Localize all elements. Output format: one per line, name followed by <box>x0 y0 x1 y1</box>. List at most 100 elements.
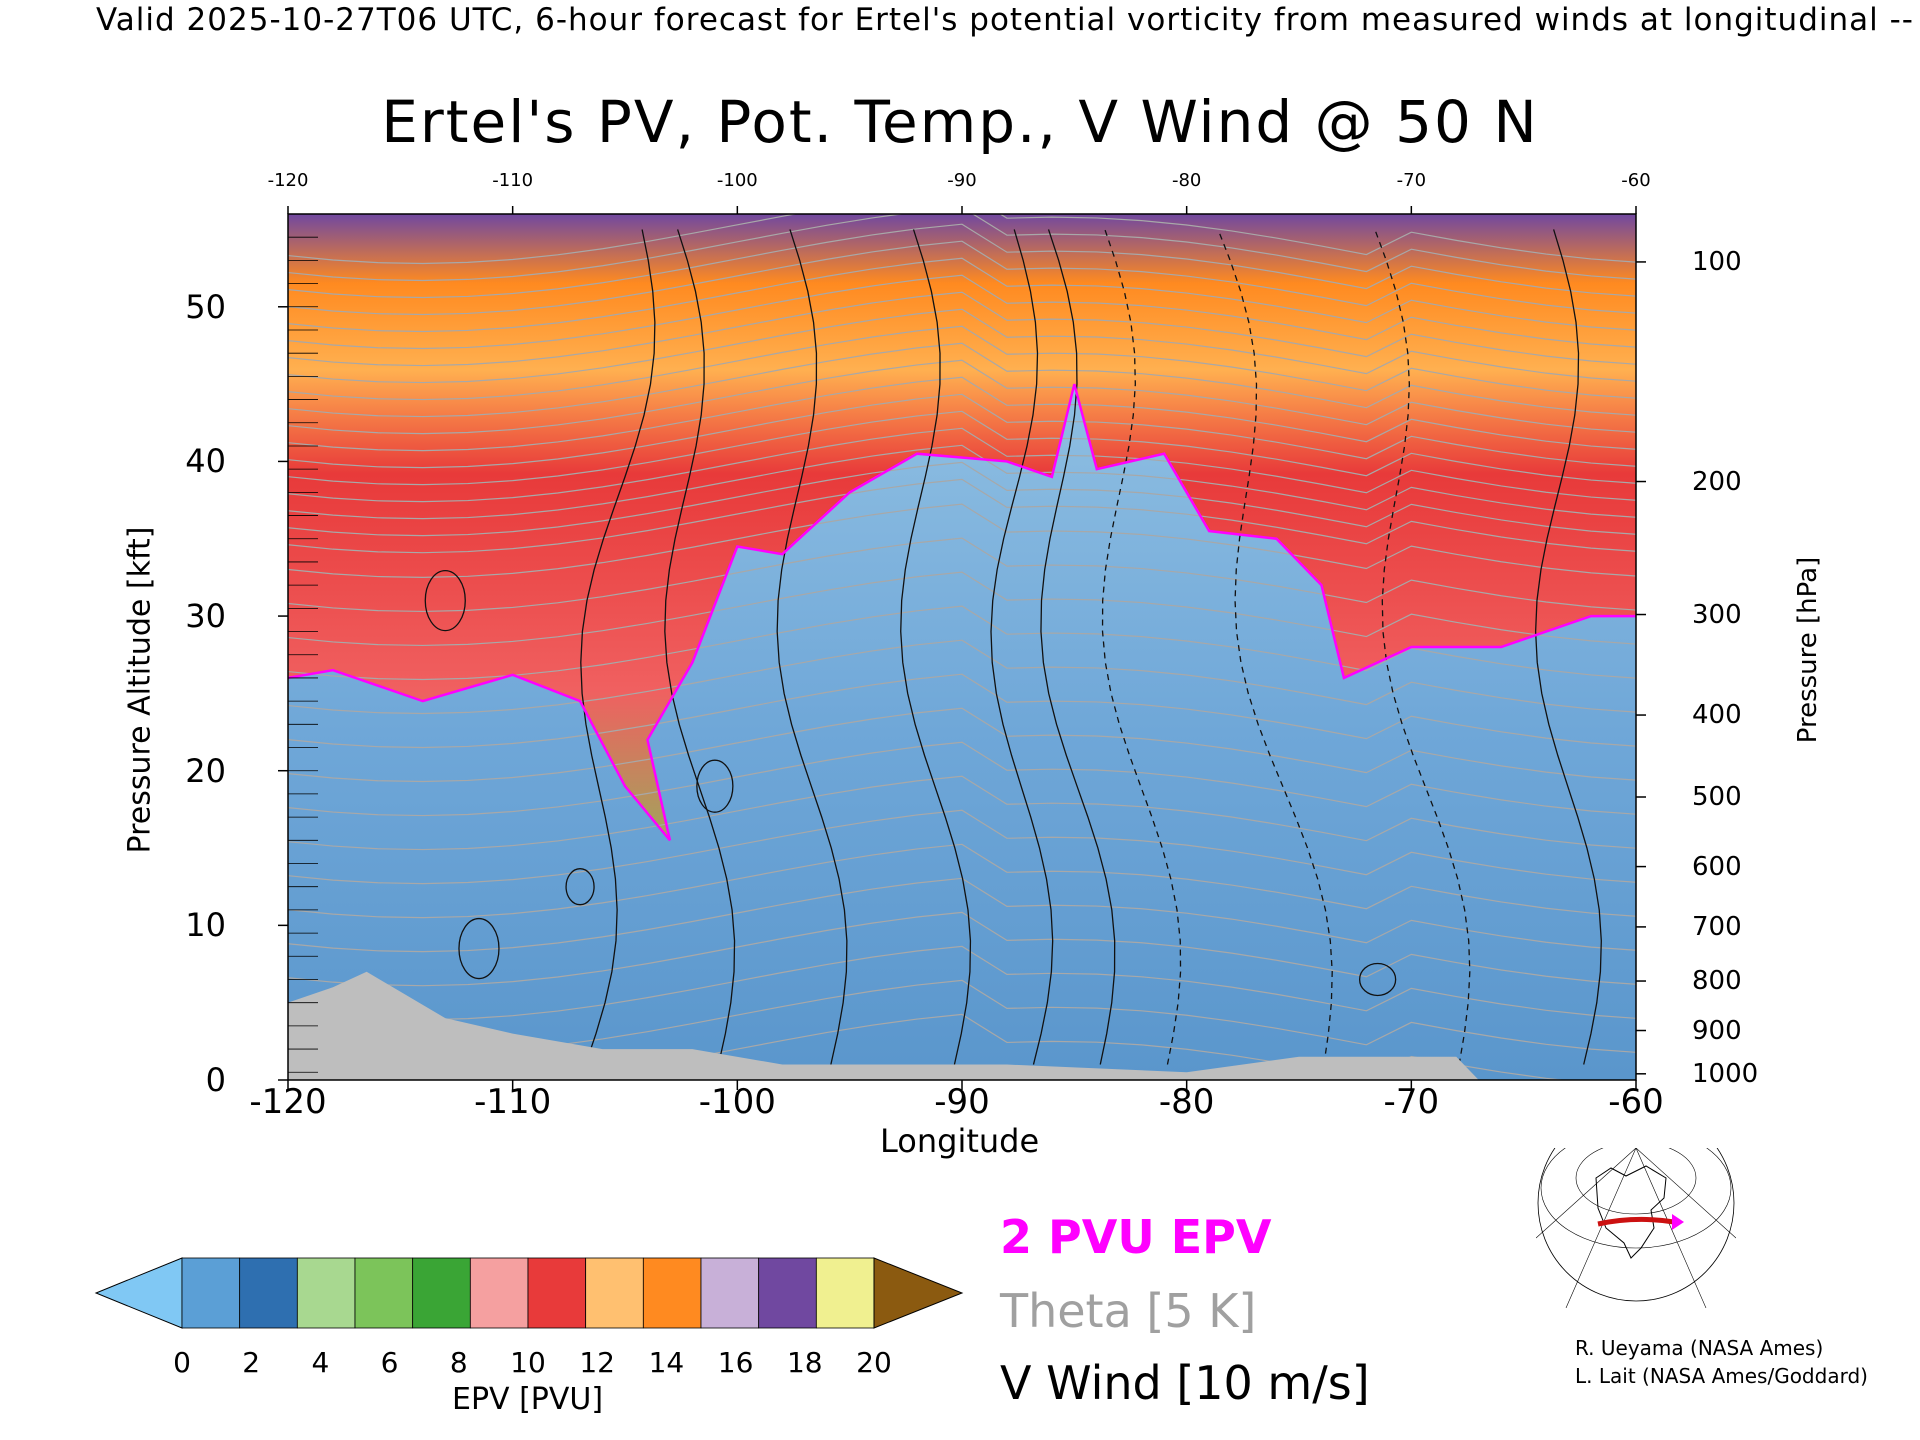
y-tick-label: 20 <box>185 751 226 790</box>
colorbar-cell <box>239 1257 298 1329</box>
troposphere-fill <box>288 384 1636 1080</box>
colorbar-label: EPV [PVU] <box>452 1382 604 1417</box>
colorbar-tick-label: 12 <box>579 1346 616 1379</box>
theta-contour <box>288 707 1636 783</box>
theta-contour <box>288 393 1636 469</box>
colorbar-tick-label: 4 <box>311 1346 330 1379</box>
y-tick-label: 0 <box>205 1061 226 1099</box>
theta-contour <box>288 605 1636 681</box>
theta-contour <box>288 257 1636 333</box>
wind-contour-loop <box>565 868 595 906</box>
wind-contour <box>1040 229 1116 1065</box>
top-tick-label: -120 <box>267 170 309 191</box>
theta-contour <box>288 427 1636 503</box>
theta-contour <box>288 410 1636 486</box>
theta-contour <box>288 214 1636 265</box>
wind-contour-loop <box>424 569 466 632</box>
credit-line-1: R. Ueyama (NASA Ames) <box>1575 1336 1824 1360</box>
colorbar-tick-label: 0 <box>173 1346 191 1379</box>
colorbar-tick-label: 18 <box>786 1346 823 1379</box>
theta-contour <box>288 1013 1568 1080</box>
header-text: Valid 2025-10-27T06 UTC, 6-hour forecast… <box>96 2 1920 38</box>
theta-contour <box>288 223 1636 299</box>
pressure-tick-label: 900 <box>1692 1015 1742 1046</box>
y-tick-label: 10 <box>185 906 226 945</box>
wind-contour-loop <box>1358 962 1397 997</box>
colorbar-cell <box>642 1257 702 1329</box>
colorbar-cell <box>469 1257 529 1329</box>
top-tick-label: -80 <box>1171 170 1202 191</box>
colorbar-tick-label: 20 <box>856 1346 892 1379</box>
colorbar-tick-label: 14 <box>648 1346 685 1379</box>
wind-contour <box>1101 229 1182 1065</box>
theta-contours <box>288 214 1636 1080</box>
pressure-tick-label: 1000 <box>1692 1058 1759 1089</box>
colorbar-cell <box>527 1257 587 1329</box>
colorbar-cell <box>585 1257 644 1329</box>
theta-contour <box>288 359 1636 435</box>
credit-line-2: L. Lait (NASA Ames/Goddard) <box>1575 1364 1868 1388</box>
pressure-tick-label: 700 <box>1692 911 1742 942</box>
theta-contour <box>288 673 1636 749</box>
tick-marks <box>278 206 1646 1090</box>
theta-contour <box>288 571 1636 647</box>
legend-theta: Theta [5 K] <box>1000 1284 1257 1338</box>
y-tick-label: 50 <box>185 287 226 326</box>
colorbar-low-arrow <box>94 1257 183 1329</box>
colorbar-cell <box>354 1257 414 1329</box>
v-wind-contours <box>424 229 1602 1065</box>
theta-contour <box>288 639 1636 715</box>
theta-contour <box>288 775 1636 851</box>
pressure-tick-label: 500 <box>1692 782 1742 812</box>
plot-frame <box>287 213 1637 1081</box>
wind-contour <box>990 229 1054 1065</box>
x-tick-label: -70 <box>1383 1082 1440 1122</box>
wind-contour-loop <box>458 917 500 980</box>
colorbar-cell <box>700 1257 760 1329</box>
theta-contour <box>288 308 1636 384</box>
y-axis-label-right: Pressure [hPa] <box>1793 556 1823 744</box>
theta-contour <box>288 979 1636 1055</box>
wind-contour <box>664 229 736 1065</box>
theta-contour <box>288 240 1636 316</box>
legend-epv: 2 PVU EPV <box>1000 1210 1272 1264</box>
theta-contour <box>288 877 1636 953</box>
wind-contour-loop <box>696 759 734 813</box>
colorbar-cell <box>815 1257 875 1329</box>
x-tick-label: -110 <box>474 1082 552 1122</box>
x-tick-label: -90 <box>934 1082 990 1122</box>
theta-contour <box>288 376 1636 452</box>
colorbar-cell <box>412 1257 471 1329</box>
theta-contour <box>288 342 1636 418</box>
colorbar-high-arrow <box>873 1257 964 1329</box>
theta-contour <box>288 214 1636 282</box>
colorbar-tick-label: 16 <box>717 1346 754 1379</box>
colorbar-tick-label: 10 <box>510 1346 546 1379</box>
colorbar-tick-label: 6 <box>380 1346 399 1379</box>
wind-contour <box>1217 229 1333 1065</box>
wind-contour <box>900 229 972 1065</box>
stratosphere-fill <box>288 214 1636 1080</box>
top-tick-label: -70 <box>1396 170 1427 191</box>
y-tick-label: 40 <box>185 442 226 481</box>
theta-contour <box>288 274 1636 350</box>
x-tick-label: -60 <box>1608 1082 1664 1122</box>
colorbar-tick-label: 2 <box>242 1346 261 1379</box>
colorbar-cell <box>296 1257 356 1329</box>
colorbar-cell <box>181 1257 241 1329</box>
y-axis-label-left: Pressure Altitude [kft] <box>122 526 158 854</box>
inset-map <box>1536 1148 1736 1308</box>
theta-contour <box>288 461 1636 537</box>
pv2-tropopause-line <box>288 383 1636 842</box>
x-tick-label: -100 <box>698 1082 776 1122</box>
colorbar-cell <box>758 1257 817 1329</box>
y-tick-label: 30 <box>185 597 226 636</box>
pressure-tick-label: 800 <box>1692 966 1742 997</box>
top-tick-label: -100 <box>716 170 758 191</box>
theta-contour <box>288 945 1636 1021</box>
top-tick-label: -110 <box>492 170 534 191</box>
theta-contour <box>288 911 1636 987</box>
colorbar-tick-label: 8 <box>449 1346 468 1379</box>
pressure-tick-label: 400 <box>1692 700 1742 731</box>
wind-contour <box>580 229 656 1065</box>
